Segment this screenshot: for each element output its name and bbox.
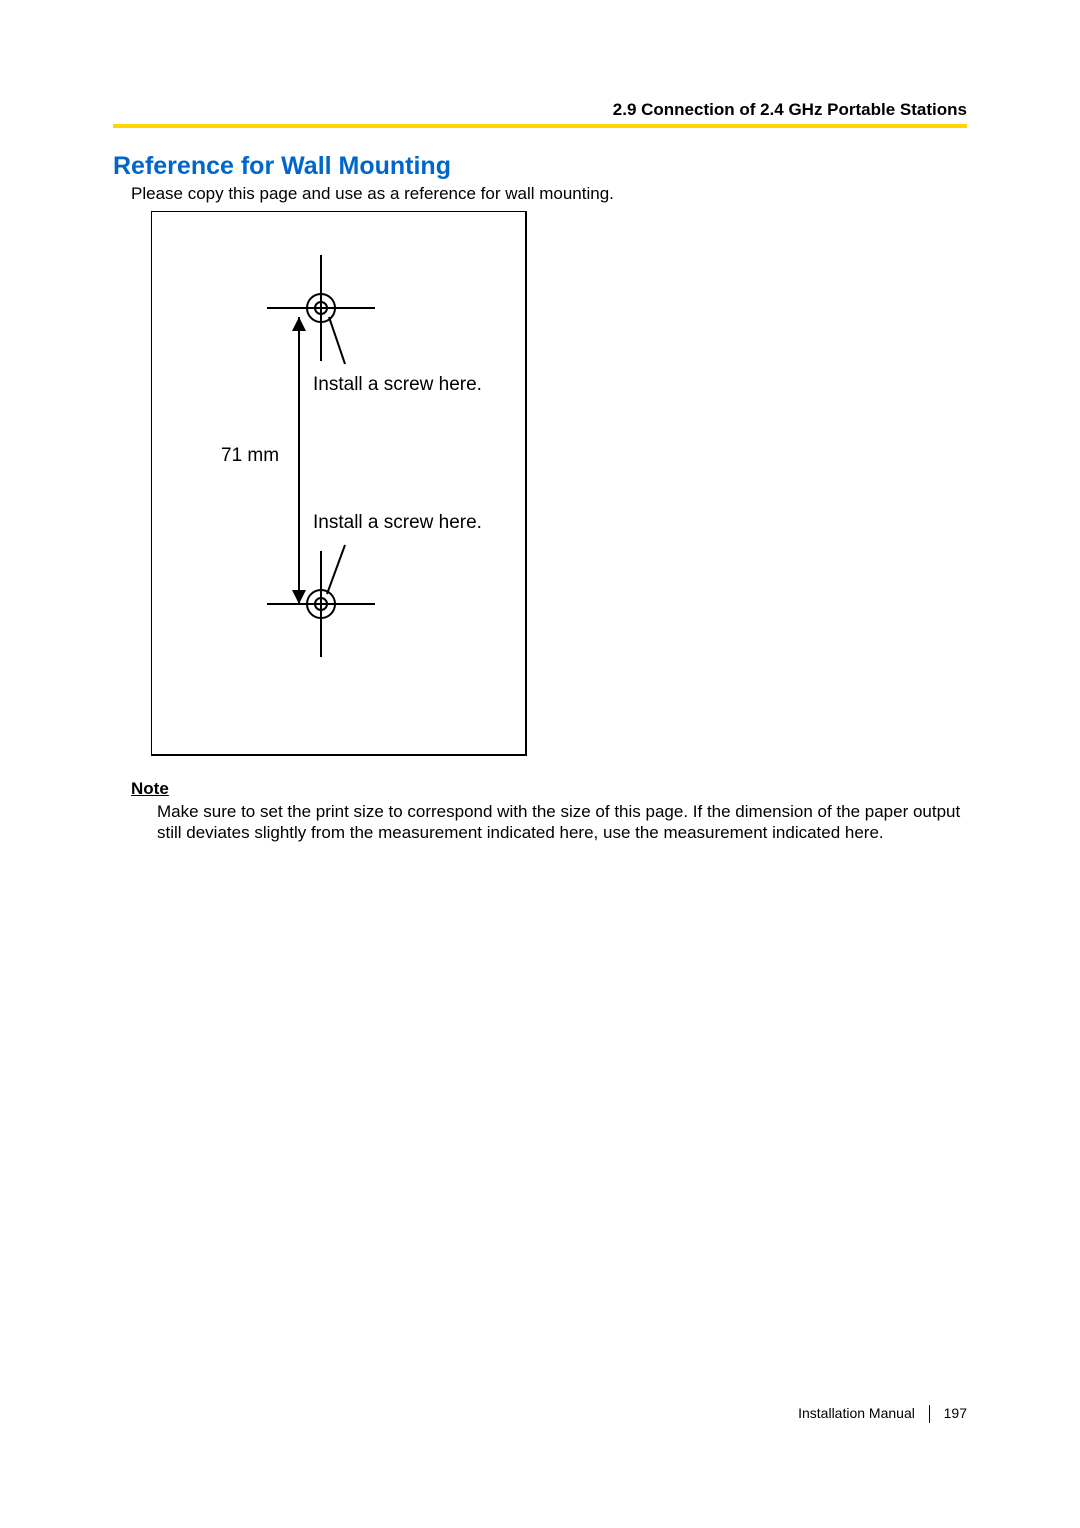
page-title: Reference for Wall Mounting xyxy=(113,152,451,181)
section-label: 2.9 Connection of 2.4 GHz Portable Stati… xyxy=(613,100,967,119)
svg-text:71 mm: 71 mm xyxy=(221,445,279,466)
intro-text: Please copy this page and use as a refer… xyxy=(131,184,614,204)
running-header: 2.9 Connection of 2.4 GHz Portable Stati… xyxy=(113,100,967,120)
note-body: Make sure to set the print size to corre… xyxy=(157,801,967,844)
page-footer: Installation Manual 197 xyxy=(798,1405,967,1423)
footer-doc-title: Installation Manual xyxy=(798,1405,915,1421)
wall-mount-diagram: 71 mm Install a screw here. Install a scre… xyxy=(151,211,651,776)
footer-page-number: 197 xyxy=(944,1405,967,1421)
header-rule xyxy=(113,124,967,128)
svg-text:Install a screw here.: Install a screw here. xyxy=(313,512,482,533)
document-page: 2.9 Connection of 2.4 GHz Portable Stati… xyxy=(0,0,1080,1528)
footer-separator xyxy=(929,1405,930,1423)
note-heading: Note xyxy=(131,779,169,799)
diagram-svg: 71 mm Install a screw here. Install a scre… xyxy=(151,211,651,771)
svg-text:Install a screw here.: Install a screw here. xyxy=(313,374,482,395)
